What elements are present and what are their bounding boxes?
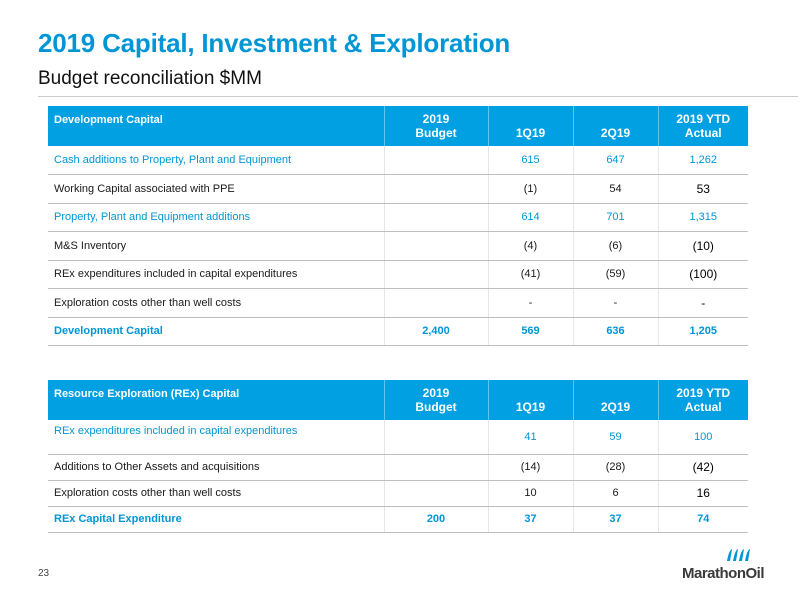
cell-budget [384, 203, 489, 232]
cell-budget: 200 [384, 506, 489, 533]
row-label: Working Capital associated with PPE [48, 174, 385, 204]
cell-1q19: 615 [488, 146, 574, 175]
cell-1q19: 10 [488, 480, 574, 507]
cell-1q19: (1) [488, 174, 574, 204]
cell-2q19: 701 [573, 203, 659, 232]
table-row: Additions to Other Assets and acquisitio… [48, 454, 748, 481]
cell-ytd: (42) [658, 454, 748, 481]
cell-2q19: 647 [573, 146, 659, 175]
row-label: Development Capital [48, 317, 385, 346]
logo-wordmark: MarathonOil [682, 565, 765, 582]
row-label: Property, Plant and Equipment additions [48, 203, 385, 232]
cell-budget [384, 420, 489, 455]
cell-2q19: (59) [573, 260, 659, 289]
cell-2q19: 636 [573, 317, 659, 346]
title-divider [38, 96, 798, 97]
cell-budget [384, 288, 489, 318]
cell-ytd: 100 [658, 420, 748, 455]
cell-2q19: 37 [573, 506, 659, 533]
page-subtitle: Budget reconciliation $MM [38, 68, 262, 89]
cell-ytd: 74 [658, 506, 748, 533]
cell-budget [384, 480, 489, 507]
table-row: Working Capital associated with PPE (1) … [48, 174, 748, 204]
row-label: Exploration costs other than well costs [48, 288, 385, 318]
cell-ytd: 16 [658, 480, 748, 507]
row-label: REx expenditures included in capital exp… [48, 420, 385, 455]
cell-1q19: (41) [488, 260, 574, 289]
table-row: Exploration costs other than well costs … [48, 288, 748, 318]
cell-ytd: 53 [658, 174, 748, 204]
cell-budget [384, 146, 489, 175]
header-2q19: 2Q19 [573, 380, 659, 420]
header-label: Resource Exploration (REx) Capital [48, 380, 385, 420]
header-label: Development Capital [48, 106, 385, 146]
row-label: Exploration costs other than well costs [48, 480, 385, 507]
cell-ytd: 1,205 [658, 317, 748, 346]
row-label: M&S Inventory [48, 231, 385, 261]
cell-1q19: 37 [488, 506, 574, 533]
cell-ytd: (100) [658, 260, 748, 289]
table-row: REx expenditures included in capital exp… [48, 260, 748, 289]
cell-1q19: 614 [488, 203, 574, 232]
cell-ytd: 1,262 [658, 146, 748, 175]
rex-capital-table: Resource Exploration (REx) Capital 2019 B… [48, 380, 748, 533]
cell-ytd: (10) [658, 231, 748, 261]
row-label: Cash additions to Property, Plant and Eq… [48, 146, 385, 175]
header-ytd: 2019 YTD Actual [676, 112, 731, 140]
cell-budget [384, 260, 489, 289]
page-title: 2019 Capital, Investment & Exploration [38, 28, 511, 58]
header-1q19: 1Q19 [488, 380, 574, 420]
row-label: REx expenditures included in capital exp… [48, 260, 385, 289]
cell-ytd: - [658, 288, 748, 318]
table-total-row: Development Capital 2,400 569 636 1,205 [48, 317, 748, 346]
table-row: Exploration costs other than well costs … [48, 480, 748, 507]
table-header-row: Development Capital 2019 Budget 1Q19 2Q19… [48, 106, 748, 146]
cell-2q19: - [573, 288, 659, 318]
cell-2q19: (28) [573, 454, 659, 481]
table-row: Property, Plant and Equipment additions … [48, 203, 748, 232]
header-budget: 2019 Budget [384, 106, 489, 146]
cell-1q19: 569 [488, 317, 574, 346]
cell-1q19: (14) [488, 454, 574, 481]
cell-budget: 2,400 [384, 317, 489, 346]
table-header-row: Resource Exploration (REx) Capital 2019 B… [48, 380, 748, 420]
header-ytd: 2019 YTD Actual [676, 386, 731, 414]
cell-2q19: 6 [573, 480, 659, 507]
page-number: 23 [38, 568, 50, 579]
cell-1q19: 41 [488, 420, 574, 455]
table-row: REx expenditures included in capital exp… [48, 420, 748, 455]
cell-2q19: 59 [573, 420, 659, 455]
cell-2q19: (6) [573, 231, 659, 261]
header-2q19: 2Q19 [573, 106, 659, 146]
cell-budget [384, 454, 489, 481]
cell-1q19: - [488, 288, 574, 318]
cell-2q19: 54 [573, 174, 659, 204]
table-row: M&S Inventory (4) (6) (10) [48, 231, 748, 261]
cell-1q19: (4) [488, 231, 574, 261]
development-capital-table: Development Capital 2019 Budget 1Q19 2Q19… [48, 106, 748, 346]
row-label: REx Capital Expenditure [48, 506, 385, 533]
table-total-row: REx Capital Expenditure 200 37 37 74 [48, 506, 748, 533]
header-budget: 2019 Budget [384, 380, 489, 420]
cell-budget [384, 174, 489, 204]
cell-ytd: 1,315 [658, 203, 748, 232]
company-logo: MarathonOil [682, 548, 782, 588]
table-row: Cash additions to Property, Plant and Eq… [48, 146, 748, 175]
header-1q19: 1Q19 [488, 106, 574, 146]
logo-mark-icon [727, 549, 750, 561]
row-label: Additions to Other Assets and acquisitio… [48, 454, 385, 481]
cell-budget [384, 231, 489, 261]
